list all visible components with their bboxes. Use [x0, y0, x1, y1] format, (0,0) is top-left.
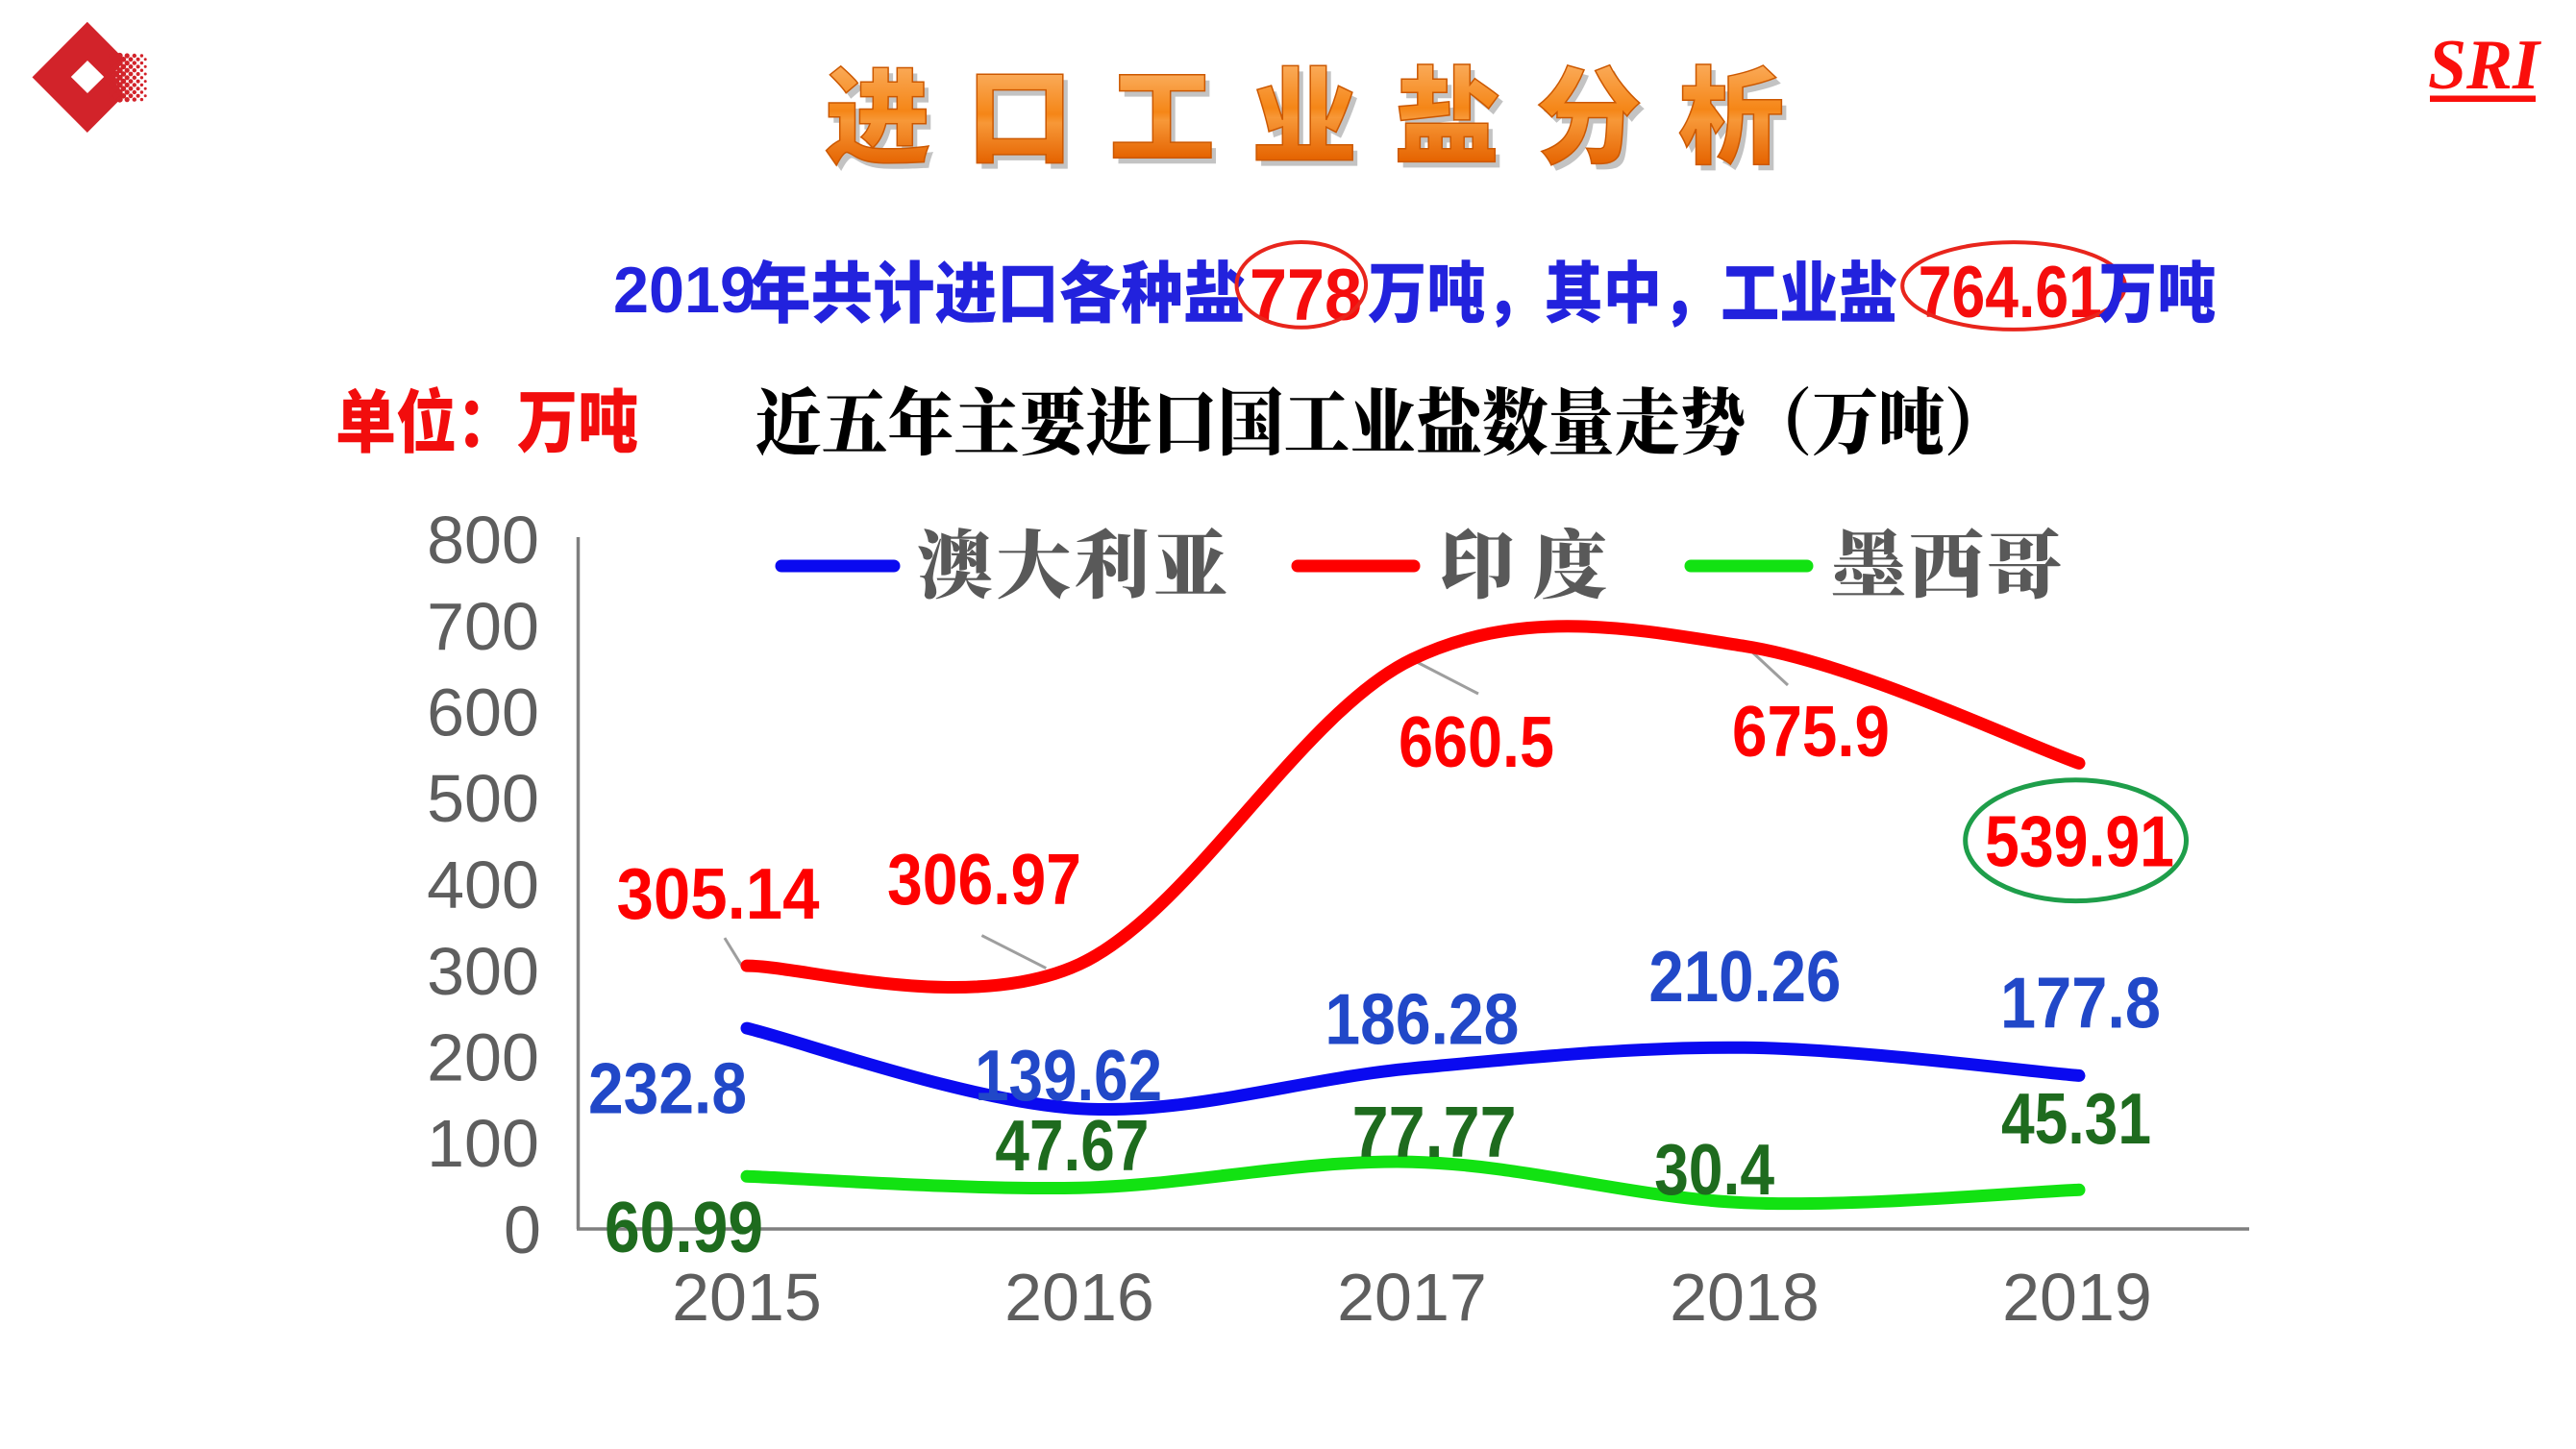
- svg-text:675.9: 675.9: [1732, 691, 1890, 772]
- svg-text:45.31: 45.31: [2001, 1078, 2151, 1159]
- svg-text:700: 700: [427, 589, 539, 664]
- svg-text:2019: 2019: [613, 254, 755, 327]
- svg-text:SRI: SRI: [2428, 26, 2541, 105]
- svg-text:139.62: 139.62: [975, 1035, 1162, 1116]
- svg-text:30.4: 30.4: [1654, 1129, 1774, 1210]
- svg-text:210.26: 210.26: [1648, 936, 1841, 1017]
- svg-text:2016: 2016: [1004, 1260, 1154, 1335]
- svg-text:2015: 2015: [672, 1260, 822, 1335]
- svg-text:200: 200: [427, 1020, 539, 1095]
- svg-text:600: 600: [427, 675, 539, 750]
- svg-text:400: 400: [427, 847, 539, 922]
- svg-text:47.67: 47.67: [995, 1105, 1149, 1186]
- svg-text:306.97: 306.97: [887, 839, 1081, 920]
- svg-text:2019: 2019: [2002, 1260, 2152, 1335]
- svg-text:100: 100: [427, 1106, 539, 1181]
- svg-text:778: 778: [1250, 255, 1362, 336]
- svg-text:0: 0: [504, 1192, 541, 1267]
- svg-text:500: 500: [427, 761, 539, 836]
- svg-text:2018: 2018: [1670, 1260, 1820, 1335]
- svg-text:60.99: 60.99: [605, 1187, 763, 1267]
- svg-text:77.77: 77.77: [1352, 1092, 1517, 1172]
- svg-text:660.5: 660.5: [1399, 701, 1554, 782]
- svg-text:300: 300: [427, 934, 539, 1009]
- svg-text:800: 800: [427, 503, 539, 577]
- svg-text:305.14: 305.14: [617, 853, 820, 934]
- svg-text:232.8: 232.8: [588, 1048, 747, 1129]
- svg-text:2017: 2017: [1337, 1260, 1487, 1335]
- svg-text:186.28: 186.28: [1325, 978, 1519, 1059]
- svg-text:177.8: 177.8: [2000, 963, 2161, 1044]
- svg-text:539.91: 539.91: [1985, 801, 2174, 882]
